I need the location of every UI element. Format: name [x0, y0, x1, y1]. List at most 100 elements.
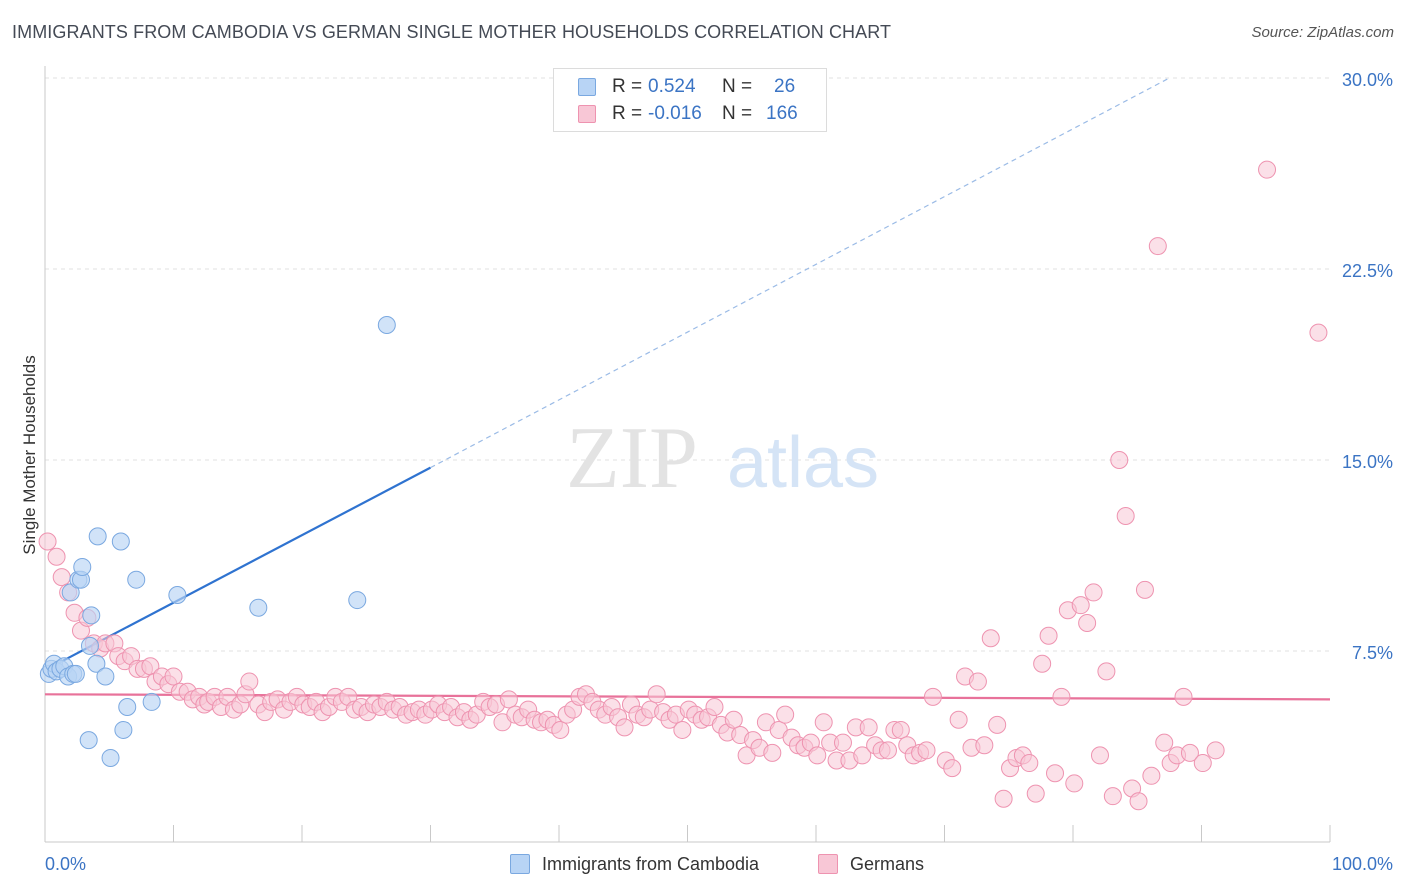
- germans-trend-line: [44, 693, 1331, 701]
- bottom-legend-swatch-pink: [818, 854, 838, 874]
- legend-n-label: N =: [722, 103, 753, 124]
- germans-point: [853, 746, 872, 765]
- germans-point: [1142, 766, 1161, 785]
- germans-point: [808, 746, 827, 765]
- germans-point: [1097, 662, 1116, 681]
- legend-row-germans: R = -0.016 N = 166: [578, 103, 798, 125]
- bottom-legend-swatch-blue: [510, 854, 530, 874]
- cambodia-point: [80, 636, 99, 655]
- watermark-atlas: atlas: [727, 423, 879, 503]
- germans-point: [1065, 774, 1084, 793]
- legend-n-value: 26: [774, 76, 796, 97]
- cambodia-point: [127, 570, 146, 589]
- legend-n-label: N =: [722, 76, 753, 97]
- cambodia-point: [114, 720, 133, 739]
- germans-point: [891, 720, 910, 739]
- cambodia-point: [96, 667, 115, 686]
- legend-n-value: 166: [766, 103, 798, 124]
- germans-point: [1078, 613, 1097, 632]
- cambodia-point: [66, 664, 85, 683]
- germans-point: [1193, 754, 1212, 773]
- germans-point: [1135, 580, 1154, 599]
- germans-point: [1046, 764, 1065, 783]
- cambodia-point: [142, 692, 161, 711]
- x-tick-label-max: 100.0%: [1332, 854, 1393, 874]
- legend-r-value: -0.016: [648, 103, 702, 124]
- germans-point: [975, 736, 994, 755]
- cambodia-point: [82, 606, 101, 625]
- legend-row-cambodia: R = 0.524 N = 26: [578, 76, 795, 98]
- germans-point: [968, 672, 987, 691]
- germans-point: [988, 715, 1007, 734]
- germans-point: [1084, 583, 1103, 602]
- y-tick-label: 30.0%: [1342, 70, 1393, 90]
- germans-point: [859, 718, 878, 737]
- cambodia-point: [249, 598, 268, 617]
- legend-swatch-blue: [578, 78, 596, 96]
- germans-point: [47, 547, 66, 566]
- germans-point: [923, 687, 942, 706]
- germans-point: [943, 759, 962, 778]
- cambodia-point: [348, 591, 367, 610]
- y-axis-label: Single Mother Households: [20, 355, 39, 555]
- cambodia-point: [73, 557, 92, 576]
- cambodia-point: [111, 532, 130, 551]
- germans-point: [994, 789, 1013, 808]
- correlation-legend: R = 0.524 N = 26 R = -0.016 N = 166: [553, 68, 827, 132]
- legend-r-label: R =: [612, 103, 643, 124]
- cambodia-point: [79, 731, 98, 750]
- cambodia-point: [101, 748, 120, 767]
- germans-point: [52, 568, 71, 587]
- germans-point: [551, 720, 570, 739]
- germans-point: [1206, 741, 1225, 760]
- cambodia-trend-extension: [430, 77, 1170, 469]
- legend-r-value: 0.524: [648, 76, 696, 97]
- germans-point: [499, 690, 518, 709]
- germans-point: [1116, 507, 1135, 526]
- cambodia-point: [377, 316, 396, 335]
- cambodia-point: [118, 698, 137, 717]
- germans-point: [1026, 784, 1045, 803]
- germans-point: [1155, 733, 1174, 752]
- germans-point: [1180, 743, 1199, 762]
- germans-point: [1103, 787, 1122, 806]
- cambodia-point: [87, 654, 106, 673]
- bottom-legend-label-germans: Germans: [850, 853, 925, 874]
- germans-point: [240, 672, 259, 691]
- watermark-zip: ZIP: [566, 410, 698, 507]
- germans-point: [1020, 754, 1039, 773]
- cambodia-point: [88, 527, 107, 546]
- germans-point: [164, 667, 183, 686]
- y-tick-label: 15.0%: [1342, 452, 1393, 472]
- germans-point: [1090, 746, 1109, 765]
- bottom-legend-label-cambodia: Immigrants from Cambodia: [542, 853, 760, 874]
- x-tick-label-min: 0.0%: [45, 854, 86, 874]
- bottom-legend-cambodia: Immigrants from Cambodia: [510, 852, 759, 876]
- germans-point: [981, 629, 1000, 648]
- germans-point: [1071, 596, 1090, 615]
- germans-point: [814, 713, 833, 732]
- chart-title: IMMIGRANTS FROM CAMBODIA VS GERMAN SINGL…: [12, 22, 892, 42]
- germans-point: [1309, 323, 1328, 342]
- cambodia-point: [168, 585, 187, 604]
- germans-point: [917, 741, 936, 760]
- germans-point: [1148, 237, 1167, 256]
- germans-point: [1110, 451, 1129, 469]
- legend-r-label: R =: [612, 76, 643, 97]
- germans-point: [763, 743, 782, 762]
- germans-point: [38, 532, 57, 551]
- germans-point: [1129, 792, 1148, 811]
- germans-point: [949, 710, 968, 729]
- bottom-legend-germans: Germans: [818, 852, 924, 876]
- germans-point: [833, 733, 852, 752]
- germans-point: [1039, 626, 1058, 645]
- y-tick-label: 22.5%: [1342, 261, 1393, 281]
- germans-point: [1052, 687, 1071, 706]
- germans-point: [1033, 654, 1052, 673]
- germans-point: [878, 741, 897, 760]
- germans-point: [615, 718, 634, 737]
- legend-swatch-pink: [578, 105, 596, 123]
- y-tick-label: 7.5%: [1352, 643, 1393, 663]
- germans-point: [673, 720, 692, 739]
